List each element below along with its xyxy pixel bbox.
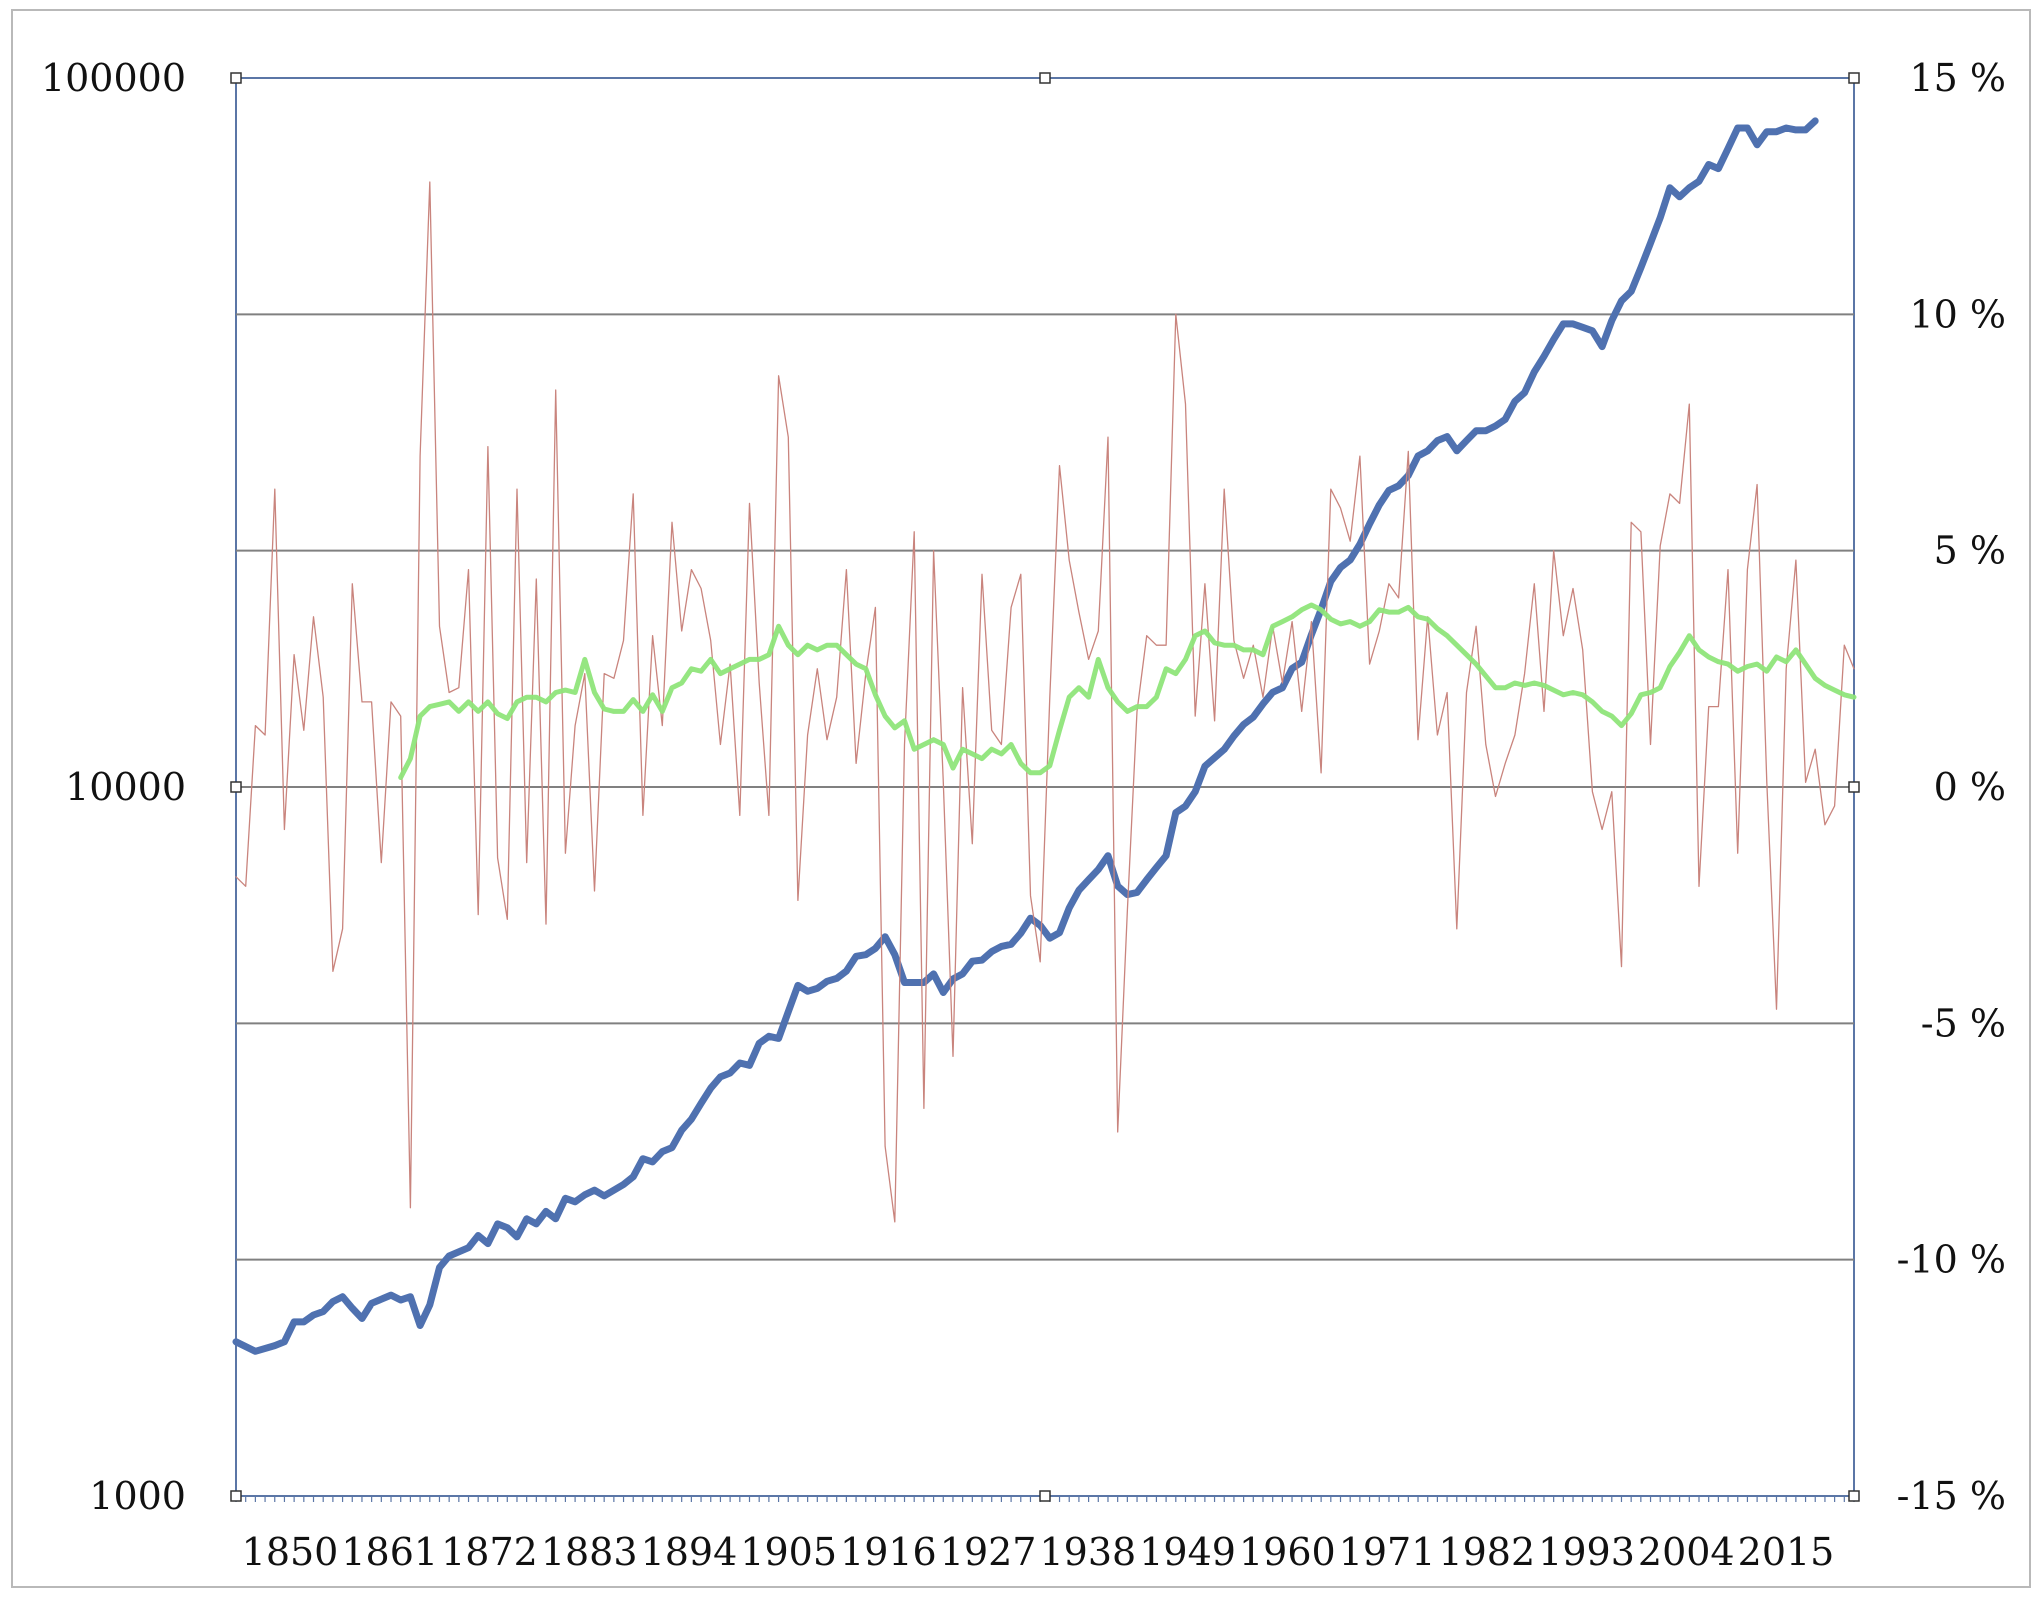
chart-frame bbox=[11, 9, 2031, 1588]
x-tick-label-1949: 1949 bbox=[1139, 1530, 1236, 1574]
selection-handle-2 bbox=[1848, 72, 1860, 84]
y-right-tick-label-0: 15 % bbox=[1909, 56, 2006, 100]
x-tick-label-1883: 1883 bbox=[541, 1530, 638, 1574]
selection-handle-4 bbox=[1848, 781, 1860, 793]
axis-labels: 1850 1861 1872 1883 1894 1905 1916 1927 1938 1949… bbox=[41, 56, 2006, 1574]
y-right-tick-label-3: 0 % bbox=[1934, 765, 2006, 809]
series-line-1 bbox=[235, 181, 1855, 1223]
selection-handle-1 bbox=[1039, 72, 1051, 84]
x-tick-label-1927: 1927 bbox=[940, 1530, 1037, 1574]
x-tick-label-1850: 1850 bbox=[242, 1530, 339, 1574]
y-left-tick-label-0: 100000 bbox=[41, 56, 186, 100]
x-tick-label-2015: 2015 bbox=[1738, 1530, 1835, 1574]
x-tick-label-1960: 1960 bbox=[1239, 1530, 1336, 1574]
selection-handle-6 bbox=[1039, 1490, 1051, 1502]
y-right-tick-label-2: 5 % bbox=[1934, 529, 2006, 573]
selection-handle-7 bbox=[1848, 1490, 1860, 1502]
x-tick-label-1916: 1916 bbox=[840, 1530, 937, 1574]
y-right-tick-label-1: 10 % bbox=[1909, 292, 2006, 336]
x-tick-label-1905: 1905 bbox=[740, 1530, 837, 1574]
selection-handles bbox=[230, 72, 1860, 1502]
x-tick-label-1894: 1894 bbox=[641, 1530, 738, 1574]
gridlines bbox=[236, 313, 1854, 1261]
x-tick-label-2004: 2004 bbox=[1638, 1530, 1735, 1574]
series-group bbox=[232, 117, 1857, 1355]
selection-handle-5 bbox=[230, 1490, 242, 1502]
x-tick-label-1861: 1861 bbox=[341, 1530, 438, 1574]
y-right-tick-label-5: -10 % bbox=[1897, 1238, 2006, 1282]
y-right-tick-label-6: -15 % bbox=[1897, 1474, 2006, 1518]
selection-handle-0 bbox=[230, 72, 242, 84]
selection-handle-3 bbox=[230, 781, 242, 793]
x-axis-minor-ticks bbox=[235, 1496, 1855, 1502]
y-left-tick-label-1: 10000 bbox=[65, 765, 186, 809]
x-tick-label-1982: 1982 bbox=[1438, 1530, 1535, 1574]
series-line-0 bbox=[232, 117, 1819, 1355]
x-tick-label-1971: 1971 bbox=[1339, 1530, 1436, 1574]
y-left-tick-label-2: 1000 bbox=[89, 1474, 186, 1518]
x-tick-label-1938: 1938 bbox=[1040, 1530, 1137, 1574]
series-line-2 bbox=[398, 602, 1857, 780]
y-right-tick-label-4: -5 % bbox=[1921, 1001, 2006, 1045]
x-tick-label-1993: 1993 bbox=[1538, 1530, 1635, 1574]
x-tick-label-1872: 1872 bbox=[441, 1530, 538, 1574]
